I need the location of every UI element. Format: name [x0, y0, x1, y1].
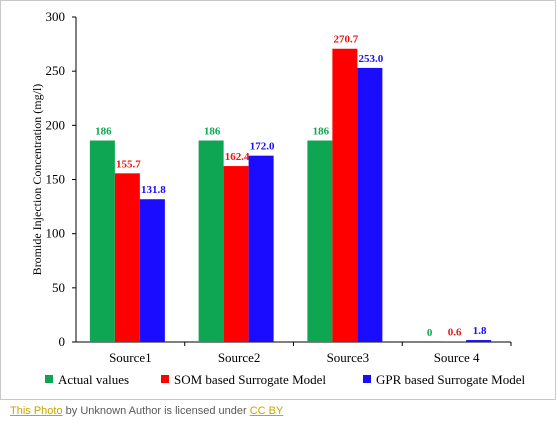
bar-chart: 0 50 100 150 200 250 300 Bromide Injection Conc… [30, 9, 526, 387]
license-link[interactable]: CC BY [249, 405, 284, 417]
legend-swatch [363, 375, 371, 383]
data-label: 253.0 [359, 53, 384, 65]
data-label: 131.8 [141, 184, 166, 196]
bar-3-4 [466, 340, 492, 342]
bar-2-4 [441, 341, 467, 342]
bar-3-3 [357, 67, 383, 343]
chart-frame: 0 50 100 150 200 250 300 Bromide Injection Conc… [0, 0, 556, 400]
legend-label: SOM based Surrogate Model [174, 372, 326, 387]
category-label: Source2 [218, 350, 261, 365]
bar-1-1 [89, 140, 115, 342]
bar-2-2 [223, 166, 249, 342]
attribution-caption: This Photo by Unknown Author is licensed… [10, 405, 283, 417]
legend-swatch [45, 375, 53, 383]
legend-swatch [161, 375, 169, 383]
attribution-text: by Unknown Author is licensed under [62, 405, 250, 417]
category-label: Source1 [109, 350, 152, 365]
bar-2-3 [332, 48, 358, 342]
y-tick-label: 150 [46, 172, 66, 187]
data-label: 186 [95, 126, 112, 138]
bar-1-2 [198, 140, 224, 342]
y-tick-label: 200 [46, 117, 66, 132]
y-tick-label: 100 [46, 226, 66, 241]
data-label: 186 [204, 126, 221, 138]
y-axis-title: Bromide Injection Concentration (mg/l) [30, 84, 44, 276]
category-label: Source3 [327, 350, 370, 365]
bar-1-3 [307, 140, 333, 342]
data-label: 172.0 [250, 141, 275, 153]
y-tick-label: 250 [46, 63, 66, 78]
legend-label: Actual values [58, 372, 129, 387]
bar-3-1 [139, 199, 165, 342]
y-tick-label: 300 [46, 9, 66, 24]
legend-label: GPR based Surrogate Model [376, 372, 526, 387]
data-label: 0.6 [448, 326, 462, 338]
category-label: Source 4 [434, 350, 480, 365]
bar-3-2 [248, 155, 274, 342]
data-label: 1.8 [473, 325, 487, 337]
photo-link[interactable]: This Photo [10, 405, 63, 417]
data-label: 0 [427, 327, 433, 339]
data-label: 270.7 [334, 34, 359, 46]
data-label: 155.7 [116, 158, 141, 170]
data-label: 162.4 [225, 151, 250, 163]
data-label: 186 [313, 126, 330, 138]
y-tick-label: 0 [59, 334, 66, 349]
y-tick-label: 50 [52, 280, 65, 295]
bar-2-1 [114, 173, 140, 342]
